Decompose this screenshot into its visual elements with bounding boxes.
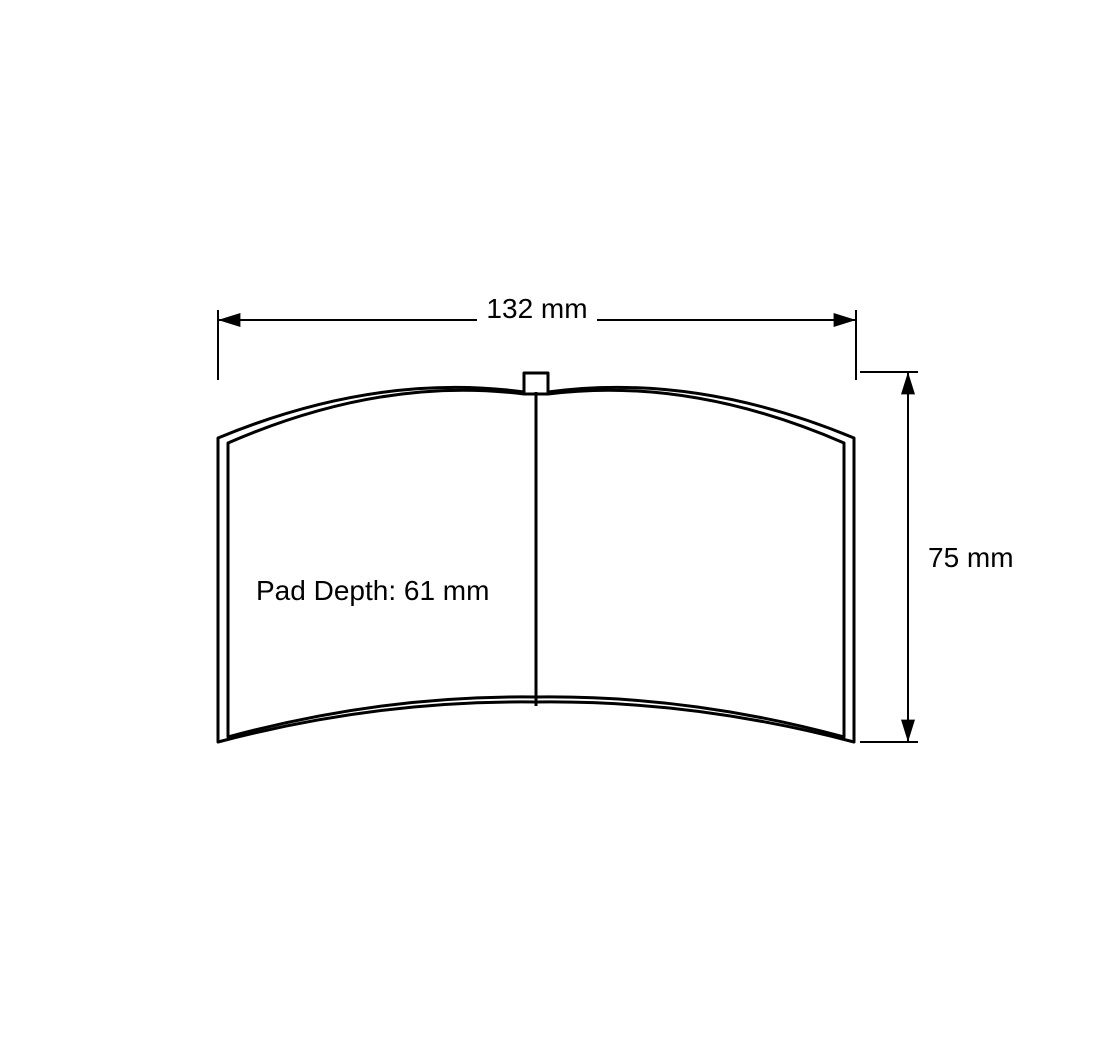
height-arrow-bottom (901, 720, 915, 742)
brake-pad-diagram: 132 mm 75 mm Pad Depth: 61 mm (0, 0, 1100, 1050)
pad-depth-label: Pad Depth: 61 mm (256, 575, 489, 606)
width-arrow-left (218, 313, 240, 327)
width-arrow-right (834, 313, 856, 327)
height-arrow-top (901, 372, 915, 394)
height-label: 75 mm (928, 542, 1014, 573)
width-label: 132 mm (486, 293, 587, 324)
